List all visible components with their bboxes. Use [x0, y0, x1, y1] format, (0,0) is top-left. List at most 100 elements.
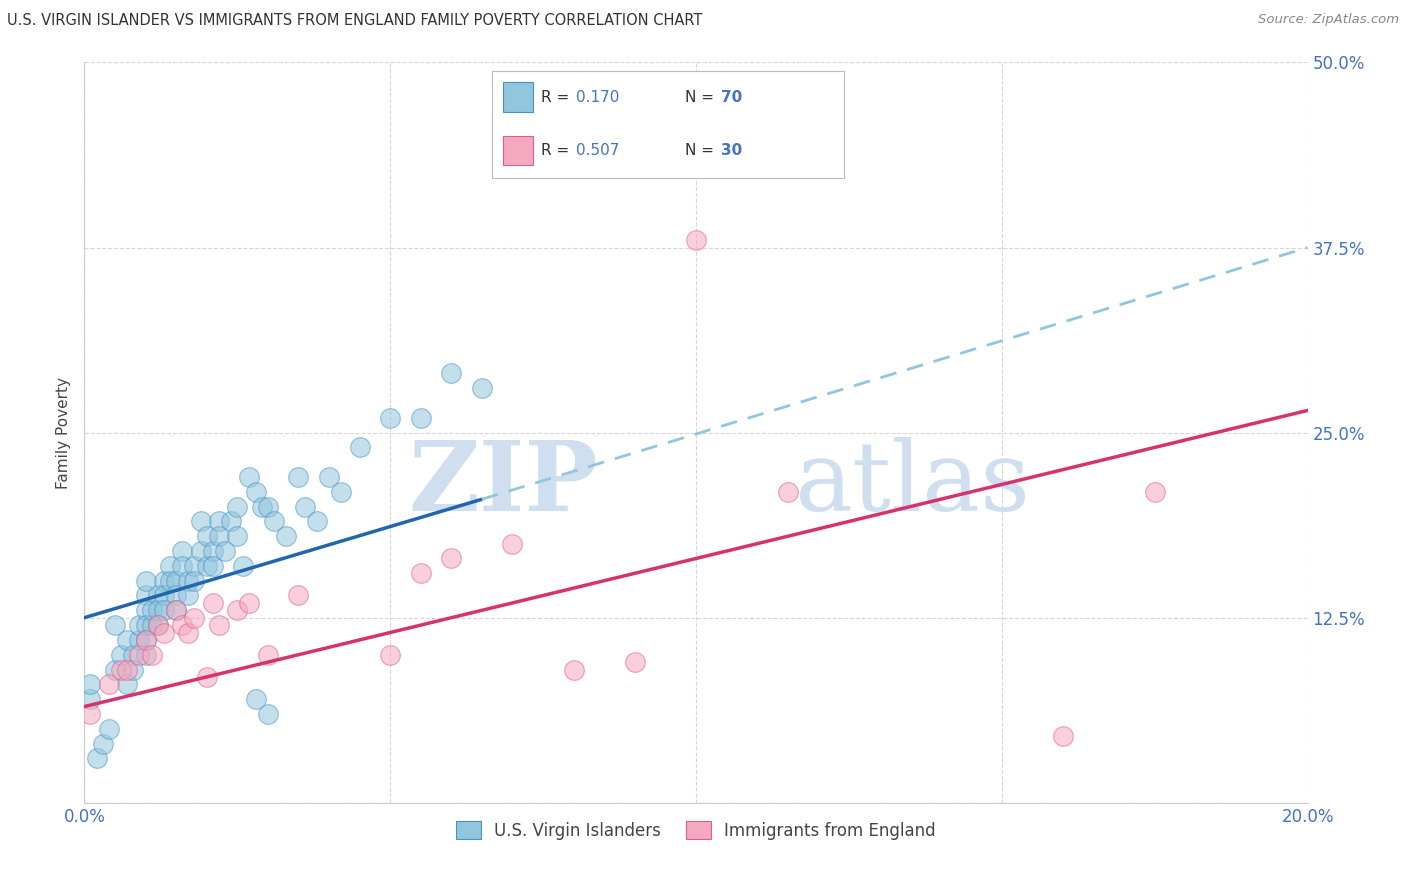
- Point: [208, 515, 231, 529]
- Point: [177, 625, 200, 640]
- Point: [195, 529, 218, 543]
- Point: [440, 551, 463, 566]
- Point: [685, 233, 707, 247]
- Point: [165, 603, 187, 617]
- Bar: [503, 136, 533, 165]
- Point: [135, 603, 157, 617]
- Point: [226, 529, 249, 543]
- Point: [502, 536, 524, 550]
- Point: [1143, 484, 1166, 499]
- Point: [250, 500, 273, 514]
- Point: [245, 692, 267, 706]
- Point: [153, 603, 176, 617]
- Point: [122, 663, 145, 677]
- Point: [135, 648, 157, 662]
- Point: [226, 500, 249, 514]
- Point: [201, 558, 224, 573]
- Point: [165, 603, 187, 617]
- Point: [110, 648, 132, 662]
- Point: [226, 603, 249, 617]
- Point: [183, 574, 205, 588]
- Text: N =: N =: [686, 89, 720, 104]
- Point: [409, 566, 432, 581]
- Point: [135, 632, 157, 647]
- Point: [97, 677, 120, 691]
- Point: [330, 484, 353, 499]
- Point: [97, 722, 120, 736]
- Point: [141, 618, 163, 632]
- Point: [153, 625, 176, 640]
- Point: [79, 692, 101, 706]
- Point: [562, 663, 585, 677]
- Point: [183, 558, 205, 573]
- Bar: [503, 82, 533, 112]
- Point: [165, 589, 187, 603]
- Point: [380, 410, 402, 425]
- Point: [183, 610, 205, 624]
- Point: [172, 618, 194, 632]
- Point: [128, 648, 150, 662]
- Point: [201, 596, 224, 610]
- Point: [219, 515, 242, 529]
- Point: [201, 544, 224, 558]
- Point: [128, 632, 150, 647]
- Point: [177, 589, 200, 603]
- Point: [104, 618, 127, 632]
- Point: [305, 515, 328, 529]
- Point: [146, 589, 169, 603]
- Point: [115, 677, 138, 691]
- Point: [141, 603, 163, 617]
- Legend: U.S. Virgin Islanders, Immigrants from England: U.S. Virgin Islanders, Immigrants from E…: [450, 814, 942, 847]
- Point: [135, 632, 157, 647]
- Point: [153, 589, 176, 603]
- Point: [135, 589, 157, 603]
- Point: [128, 618, 150, 632]
- Point: [146, 618, 169, 632]
- Point: [195, 558, 218, 573]
- Text: 0.170: 0.170: [576, 89, 620, 104]
- Text: U.S. VIRGIN ISLANDER VS IMMIGRANTS FROM ENGLAND FAMILY POVERTY CORRELATION CHART: U.S. VIRGIN ISLANDER VS IMMIGRANTS FROM …: [7, 13, 703, 29]
- Point: [141, 648, 163, 662]
- Point: [159, 558, 181, 573]
- Point: [349, 441, 371, 455]
- Point: [115, 632, 138, 647]
- Text: ZIP: ZIP: [409, 437, 598, 532]
- Text: 0.507: 0.507: [576, 143, 620, 158]
- Point: [172, 544, 194, 558]
- Text: Source: ZipAtlas.com: Source: ZipAtlas.com: [1258, 13, 1399, 27]
- Point: [245, 484, 267, 499]
- Point: [172, 558, 194, 573]
- Text: N =: N =: [686, 143, 720, 158]
- Point: [409, 410, 432, 425]
- Point: [122, 648, 145, 662]
- Point: [257, 648, 280, 662]
- Point: [79, 706, 101, 721]
- Point: [380, 648, 402, 662]
- Point: [1052, 729, 1074, 743]
- Point: [287, 589, 309, 603]
- Text: R =: R =: [541, 89, 575, 104]
- Text: 70: 70: [721, 89, 742, 104]
- Point: [165, 574, 187, 588]
- Y-axis label: Family Poverty: Family Poverty: [56, 376, 72, 489]
- Point: [177, 574, 200, 588]
- Point: [190, 515, 212, 529]
- Point: [190, 544, 212, 558]
- Point: [232, 558, 254, 573]
- Point: [238, 596, 260, 610]
- Point: [208, 529, 231, 543]
- Point: [263, 515, 285, 529]
- Point: [135, 618, 157, 632]
- Text: R =: R =: [541, 143, 575, 158]
- Point: [440, 367, 463, 381]
- Point: [287, 470, 309, 484]
- Text: atlas: atlas: [794, 437, 1029, 532]
- Point: [91, 737, 114, 751]
- Point: [214, 544, 236, 558]
- Point: [624, 655, 647, 669]
- Text: 30: 30: [721, 143, 742, 158]
- Point: [471, 381, 494, 395]
- Point: [86, 751, 108, 765]
- Point: [318, 470, 340, 484]
- Point: [257, 706, 280, 721]
